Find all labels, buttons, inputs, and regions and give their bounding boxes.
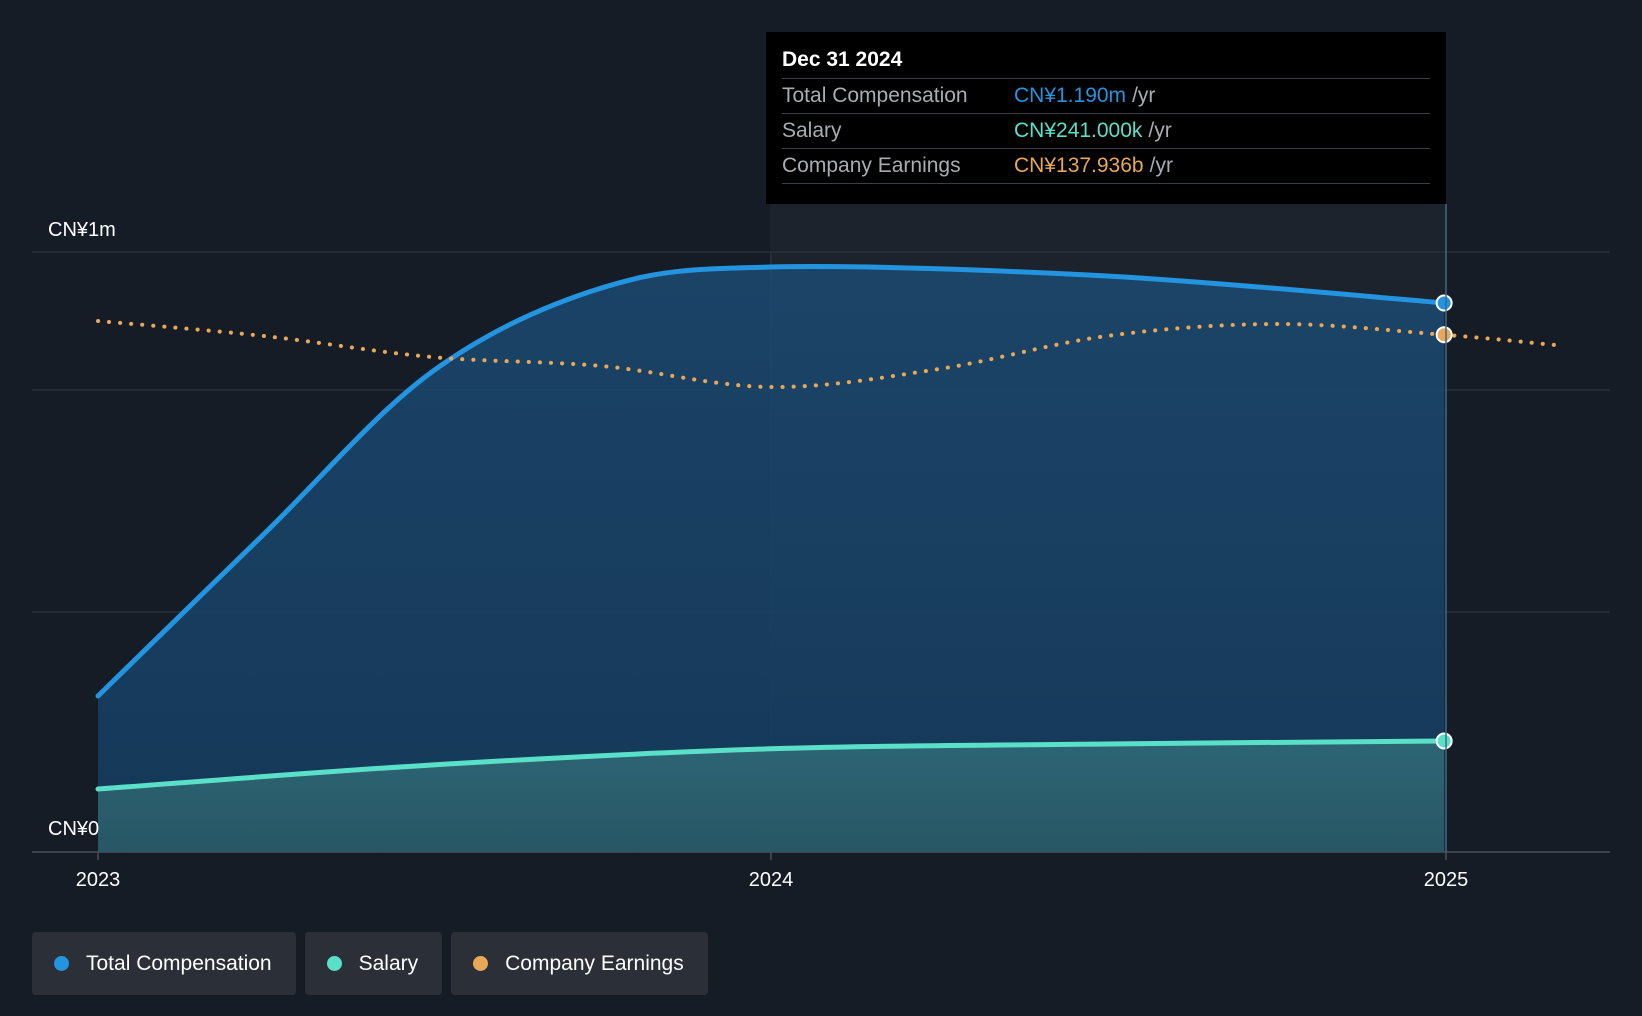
- company-earnings-line: [96, 319, 1557, 390]
- total-compensation-line: [95, 264, 1447, 699]
- tooltip-label: Company Earnings: [782, 154, 961, 177]
- tooltip-unit: /yr: [1132, 84, 1156, 107]
- tooltip: Dec 31 2024 Total Compensation CN¥1.190m…: [766, 32, 1446, 204]
- company-earnings-marker: [1435, 326, 1453, 344]
- tooltip-row-total-compensation: Total Compensation CN¥1.190m /yr: [782, 79, 1430, 114]
- legend-dot-icon: [54, 956, 69, 971]
- x-tick-2024: 2024: [749, 869, 794, 891]
- legend-label: Total Compensation: [86, 951, 272, 975]
- salary-line: [95, 738, 1447, 792]
- legend-dot-icon: [326, 956, 342, 971]
- x-tick-2025: 2025: [1424, 869, 1469, 891]
- x-tick-2023: 2023: [76, 869, 121, 891]
- tooltip-unit: /yr: [1148, 119, 1172, 142]
- tooltip-label: Salary: [782, 119, 842, 142]
- tooltip-value: CN¥137.936b: [1014, 154, 1144, 177]
- y-label-bottom: CN¥0: [48, 818, 99, 840]
- salary-area: [98, 741, 1445, 852]
- tooltip-label: Total Compensation: [782, 84, 968, 107]
- tooltip-date: Dec 31 2024: [782, 46, 1430, 79]
- legend-dot-icon: [473, 956, 489, 971]
- legend-label: Company Earnings: [505, 951, 684, 975]
- legend-label: Salary: [358, 951, 419, 975]
- total-compensation-marker: [1435, 294, 1453, 312]
- total-compensation-area: [98, 266, 1445, 852]
- tooltip-unit: /yr: [1149, 154, 1173, 177]
- salary-marker: [1435, 732, 1453, 750]
- legend-item-total-compensation[interactable]: Total Compensation: [32, 932, 296, 995]
- tooltip-value: CN¥1.190m: [1014, 84, 1127, 107]
- legend-item-salary[interactable]: Salary: [304, 932, 443, 995]
- tooltip-value: CN¥241.000k: [1014, 119, 1143, 142]
- legend-item-company-earnings[interactable]: Company Earnings: [451, 932, 708, 995]
- chart-legend: Total Compensation Salary Company Earnin…: [32, 932, 708, 995]
- tooltip-row-company-earnings: Company Earnings CN¥137.936b /yr: [782, 149, 1430, 184]
- y-label-top: CN¥1m: [48, 219, 116, 241]
- tooltip-row-salary: Salary CN¥241.000k /yr: [782, 114, 1430, 149]
